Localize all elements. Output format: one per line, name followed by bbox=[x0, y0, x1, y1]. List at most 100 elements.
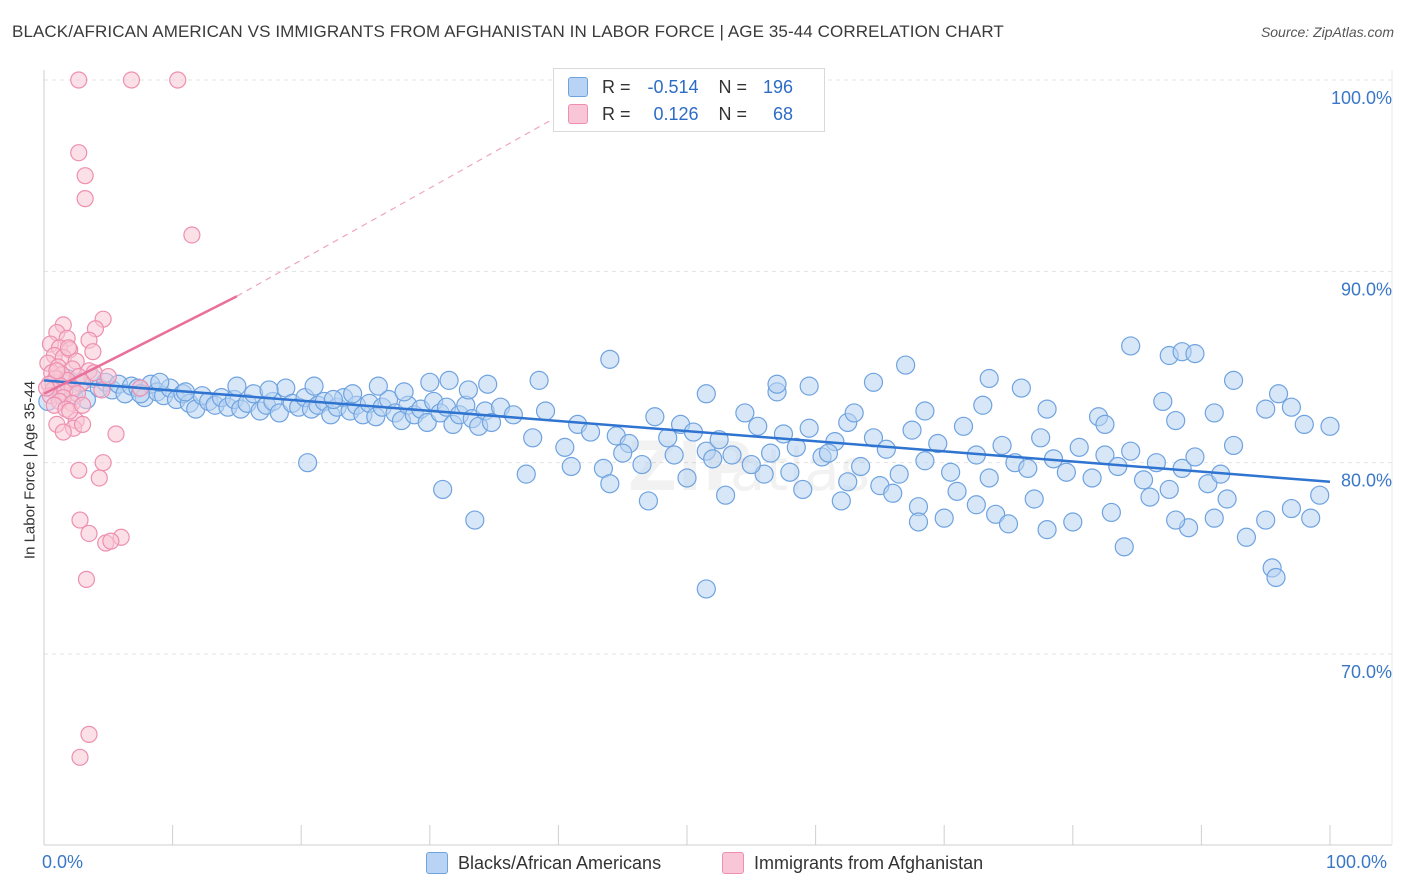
data-point-blue bbox=[1031, 428, 1051, 448]
data-point-blue bbox=[966, 495, 986, 515]
data-point-blue bbox=[1223, 435, 1244, 456]
data-point-blue bbox=[1294, 414, 1314, 434]
y-tick-label: 70.0% bbox=[1341, 662, 1392, 682]
legend-swatch-pink bbox=[722, 852, 744, 874]
data-point-blue bbox=[1121, 441, 1141, 461]
data-point-blue bbox=[439, 370, 459, 390]
data-point-blue bbox=[613, 443, 633, 463]
series-legend: Blacks/African Americans Immigrants from… bbox=[0, 852, 1406, 876]
data-point-blue bbox=[696, 384, 716, 404]
data-point-blue bbox=[638, 491, 659, 511]
data-point-blue bbox=[478, 374, 498, 394]
data-point-blue bbox=[703, 449, 723, 469]
data-point-blue bbox=[368, 376, 388, 396]
legend-row-pink: R = 0.126 N = 68 bbox=[568, 102, 793, 126]
data-point-blue bbox=[799, 376, 819, 396]
data-point-blue bbox=[645, 407, 665, 427]
data-point-blue bbox=[748, 416, 768, 436]
data-point-blue bbox=[1018, 458, 1038, 479]
data-point-blue bbox=[863, 372, 884, 392]
data-point-pink bbox=[71, 748, 89, 766]
data-point-pink bbox=[102, 532, 120, 550]
data-point-blue bbox=[658, 428, 678, 448]
legend-item-afghanistan: Immigrants from Afghanistan bbox=[722, 852, 983, 874]
chart-title: BLACK/AFRICAN AMERICAN VS IMMIGRANTS FRO… bbox=[12, 22, 1004, 41]
data-point-blue bbox=[928, 433, 948, 454]
data-point-pink bbox=[99, 367, 117, 386]
data-point-blue bbox=[998, 514, 1019, 534]
data-point-blue bbox=[1153, 391, 1173, 412]
data-point-blue bbox=[420, 372, 440, 392]
legend-n-value: 68 bbox=[773, 103, 794, 124]
data-point-blue bbox=[580, 422, 601, 442]
data-point-blue bbox=[1236, 527, 1257, 547]
data-point-blue bbox=[298, 453, 318, 473]
data-point-blue bbox=[1266, 567, 1286, 588]
stats-legend: R = -0.514 N = 196 R = 0.126 N = 68 bbox=[553, 68, 825, 132]
data-point-blue bbox=[1320, 416, 1340, 436]
data-point-blue bbox=[1281, 397, 1302, 417]
data-point-blue bbox=[722, 445, 742, 465]
data-point-pink bbox=[107, 425, 125, 443]
data-point-blue bbox=[1159, 479, 1179, 500]
data-point-blue bbox=[1140, 487, 1160, 507]
legend-swatch-pink bbox=[568, 104, 588, 124]
data-point-blue bbox=[760, 443, 781, 463]
data-point-pink bbox=[76, 167, 94, 185]
legend-item-label: Immigrants from Afghanistan bbox=[754, 852, 984, 873]
data-point-blue bbox=[915, 451, 935, 471]
data-point-pink bbox=[183, 226, 201, 244]
y-tick-label: 90.0% bbox=[1341, 279, 1392, 299]
data-point-blue bbox=[799, 418, 819, 438]
data-point-blue bbox=[304, 376, 324, 396]
data-point-blue bbox=[1095, 414, 1115, 434]
data-point-blue bbox=[458, 380, 478, 400]
legend-n-label: N = bbox=[718, 103, 748, 124]
data-point-blue bbox=[696, 579, 716, 599]
data-point-blue bbox=[1256, 399, 1276, 419]
data-point-blue bbox=[953, 416, 974, 436]
data-point-blue bbox=[1069, 437, 1089, 457]
data-point-pink bbox=[70, 461, 88, 479]
data-point-blue bbox=[1185, 447, 1205, 467]
data-point-blue bbox=[883, 483, 903, 503]
data-point-blue bbox=[664, 445, 684, 465]
data-point-pink bbox=[54, 423, 72, 441]
data-point-blue bbox=[896, 355, 916, 375]
data-point-blue bbox=[1024, 489, 1044, 509]
data-point-blue bbox=[269, 403, 289, 423]
grid-layer bbox=[44, 79, 1392, 655]
data-point-blue bbox=[1056, 462, 1076, 482]
data-point-blue bbox=[433, 479, 453, 500]
data-point-pink bbox=[76, 190, 94, 208]
data-point-pink bbox=[80, 524, 98, 543]
legend-swatch-blue bbox=[568, 77, 588, 97]
data-point-blue bbox=[481, 412, 502, 433]
data-point-blue bbox=[1114, 537, 1134, 557]
data-point-blue bbox=[1166, 510, 1186, 530]
data-point-blue bbox=[735, 403, 755, 423]
data-point-blue bbox=[516, 464, 536, 484]
data-point-blue bbox=[1198, 474, 1218, 494]
data-point-blue bbox=[902, 420, 922, 440]
data-point-pink bbox=[70, 144, 88, 162]
data-point-blue bbox=[831, 491, 851, 511]
data-point-blue bbox=[838, 472, 858, 492]
data-point-blue bbox=[844, 403, 864, 423]
data-point-pink bbox=[77, 570, 96, 588]
data-point-blue bbox=[741, 454, 761, 475]
data-point-blue bbox=[947, 481, 967, 501]
legend-r-label: R = bbox=[602, 76, 631, 97]
data-point-blue bbox=[780, 462, 800, 482]
data-point-blue bbox=[1217, 489, 1237, 509]
legend-n-label: N = bbox=[718, 76, 748, 97]
data-point-blue bbox=[908, 512, 929, 532]
data-point-blue bbox=[417, 412, 437, 433]
y-tick-label: 80.0% bbox=[1341, 471, 1392, 491]
legend-r-value: -0.514 bbox=[647, 76, 699, 97]
points-pink bbox=[37, 71, 201, 766]
data-point-blue bbox=[1204, 403, 1224, 423]
legend-row-blue: R = -0.514 N = 196 bbox=[568, 75, 793, 99]
data-point-blue bbox=[555, 437, 575, 457]
data-point-blue bbox=[1256, 510, 1276, 530]
